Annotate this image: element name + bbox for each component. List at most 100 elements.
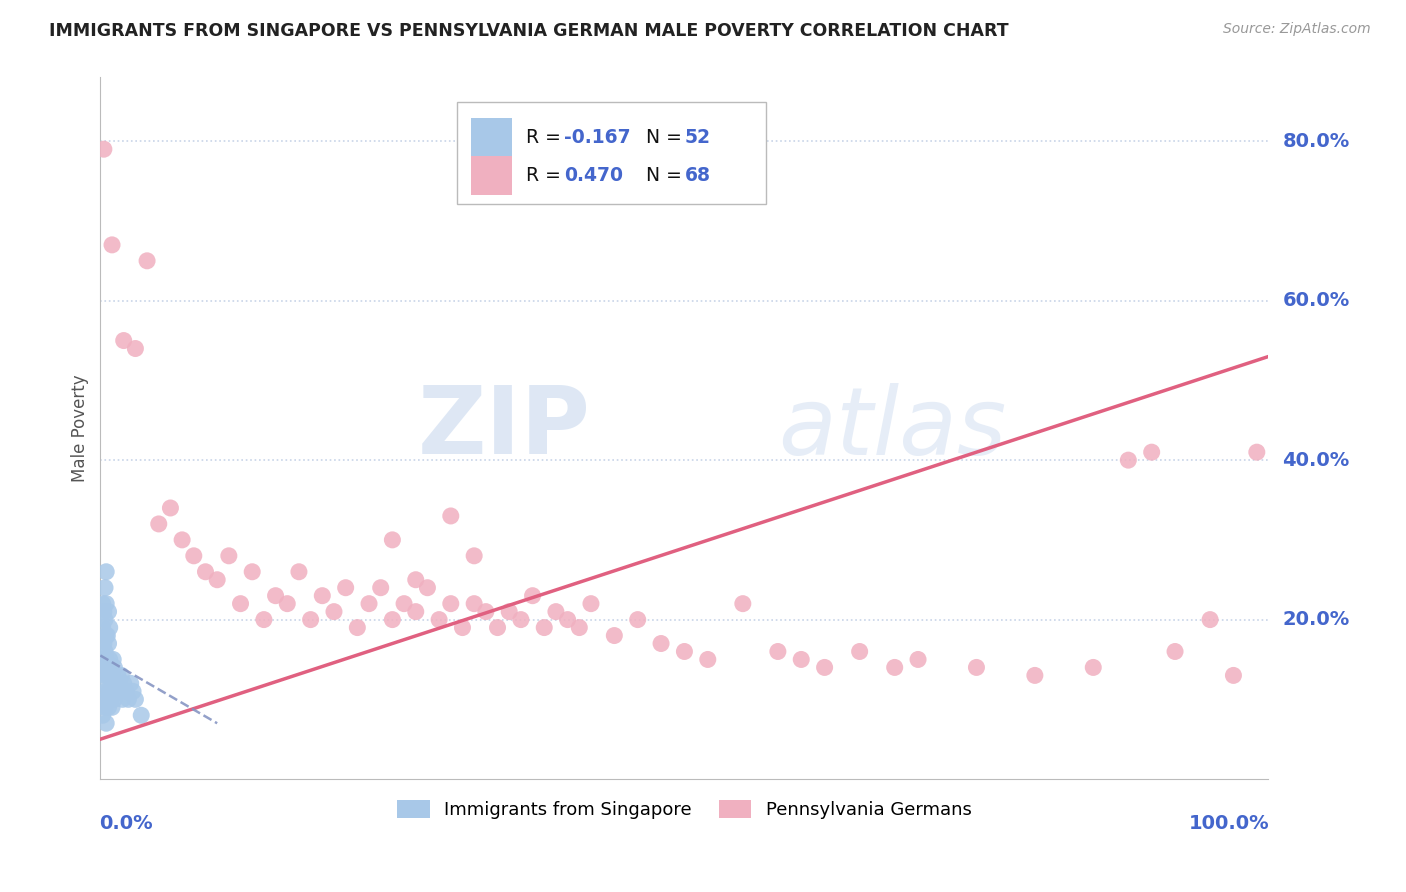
Point [229,597,252,611]
Point [101,238,124,252]
Point [650,636,672,650]
Point [112,334,135,348]
Point [110,668,132,682]
Point [1083,660,1105,674]
Point [883,660,905,674]
Point [790,652,813,666]
Point [97,605,120,619]
Point [96,692,118,706]
Point [97,668,120,682]
Point [120,676,142,690]
Point [103,684,125,698]
FancyBboxPatch shape [457,102,766,203]
Point [103,692,125,706]
Point [813,660,835,674]
Point [94,581,117,595]
Point [346,621,368,635]
Point [172,533,194,547]
Point [96,684,118,698]
Point [94,668,117,682]
Point [405,605,427,619]
Point [1118,453,1140,467]
Text: R =: R = [526,128,567,147]
Point [104,676,127,690]
Point [392,597,415,611]
Point [183,549,205,563]
Point [103,660,125,674]
Point [93,660,115,674]
Point [108,676,131,690]
Point [522,589,544,603]
Point [96,628,118,642]
Point [96,660,118,674]
Point [108,684,131,698]
Point [451,621,474,635]
Text: atlas: atlas [778,383,1007,474]
Point [111,692,134,706]
Point [335,581,357,595]
Y-axis label: Male Poverty: Male Poverty [72,375,89,482]
Point [107,668,129,682]
Point [1140,445,1163,459]
Point [96,652,118,666]
Point [965,660,987,674]
Point [91,597,114,611]
Point [848,644,870,658]
Point [509,613,531,627]
Point [1199,613,1222,627]
Text: Source: ZipAtlas.com: Source: ZipAtlas.com [1223,22,1371,37]
Point [96,628,118,642]
Point [766,644,789,658]
Point [159,500,181,515]
Point [264,589,287,603]
Point [568,621,591,635]
Point [94,700,117,714]
Point [557,613,579,627]
Point [463,597,485,611]
Point [105,684,128,698]
Point [381,613,404,627]
Point [93,636,115,650]
Text: -0.167: -0.167 [564,128,631,147]
Point [696,652,718,666]
Point [100,660,122,674]
Point [323,605,346,619]
Point [253,613,276,627]
Text: R =: R = [526,166,567,185]
Point [122,684,145,698]
Point [311,589,333,603]
Point [299,613,322,627]
Point [1024,668,1046,682]
Point [101,668,124,682]
Point [124,692,146,706]
Point [907,652,929,666]
Point [218,549,240,563]
Point [194,565,217,579]
Point [533,621,555,635]
Point [124,342,146,356]
Text: 68: 68 [685,166,710,185]
Point [486,621,509,635]
Text: N =: N = [645,166,688,185]
Point [96,565,118,579]
Point [603,628,626,642]
Point [544,605,567,619]
Point [93,605,115,619]
Point [673,644,696,658]
Point [1246,445,1268,459]
Point [98,652,121,666]
Point [94,644,117,658]
Point [405,573,427,587]
Text: ZIP: ZIP [418,383,591,475]
Point [440,597,463,611]
Point [357,597,380,611]
Point [381,533,404,547]
Point [96,716,118,731]
Point [427,613,450,627]
Point [1164,644,1187,658]
Point [100,692,122,706]
Point [440,508,463,523]
Point [136,253,159,268]
Bar [471,156,512,194]
Text: 20.0%: 20.0% [1282,610,1350,629]
